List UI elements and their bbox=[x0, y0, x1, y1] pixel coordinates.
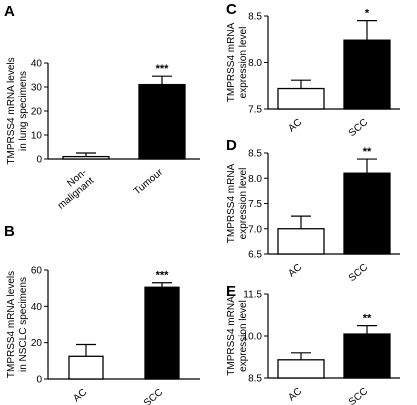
panel-label: E bbox=[226, 283, 236, 300]
x-category-label-line: Tumour bbox=[132, 167, 166, 198]
x-category-label-line: SCC bbox=[142, 387, 165, 405]
y-tick-label: 10 bbox=[31, 131, 43, 142]
chart-panel-d: D 6.5 7.0 7.5 8.0 8.5 TMPRSS4 mRNAexpression l… bbox=[226, 137, 400, 284]
y-axis-label-line: TMPRSS4 mRNA levels bbox=[6, 271, 17, 378]
y-tick-label: 8.5 bbox=[248, 12, 262, 23]
y-tick-label: 30 bbox=[31, 83, 43, 94]
significance-marker: *** bbox=[156, 270, 170, 282]
x-category-label: Tumour bbox=[132, 167, 166, 198]
y-axis-label: TMPRSS4 mRNAexpression level bbox=[226, 163, 249, 243]
y-axis-label-line: expression level bbox=[238, 300, 249, 372]
y-axis-label: TMPRSS4 mRNAexpression level bbox=[226, 296, 249, 376]
bar-tumour bbox=[138, 83, 186, 160]
significance-marker: ** bbox=[363, 313, 372, 325]
bar-scc bbox=[343, 172, 391, 255]
panel-label: C bbox=[226, 1, 237, 18]
significance-marker: *** bbox=[156, 63, 170, 75]
y-axis-label-line: TMPRSS4 mRNA levels bbox=[6, 57, 17, 164]
x-category-label: AC bbox=[71, 387, 89, 404]
y-tick-label: 40 bbox=[31, 59, 43, 70]
y-tick-label: 20 bbox=[31, 107, 43, 118]
bar-ac bbox=[68, 355, 104, 380]
x-category-label: SCC bbox=[142, 387, 165, 405]
x-category-label-line: AC bbox=[286, 386, 304, 403]
bar-scc bbox=[343, 333, 391, 379]
x-category-label-line: AC bbox=[71, 387, 89, 404]
y-tick-label: 8.5 bbox=[248, 149, 262, 160]
y-tick-label: 40 bbox=[31, 302, 43, 313]
x-category-label: SCC bbox=[347, 117, 370, 139]
y-tick-label: 7.5 bbox=[248, 105, 262, 116]
y-tick-label: 8.0 bbox=[248, 58, 262, 69]
y-axis-label-line: expression level bbox=[238, 168, 249, 240]
y-tick-label: 60 bbox=[31, 266, 43, 277]
y-tick-label: 7.0 bbox=[248, 224, 262, 235]
y-axis-label-line: in NSCLC specimens bbox=[18, 277, 29, 372]
y-axis-label: TMPRSS4 mRNA levelsin NSCLC specimens bbox=[6, 271, 29, 378]
x-category-label-line: SCC bbox=[347, 262, 370, 284]
panel-label: D bbox=[226, 137, 237, 154]
x-category-label: AC bbox=[286, 386, 304, 403]
x-category-label: AC bbox=[286, 262, 304, 279]
y-tick-label: 10.0 bbox=[243, 332, 263, 343]
x-category-label-line: SCC bbox=[347, 117, 370, 139]
x-category-label: SCC bbox=[347, 386, 370, 405]
y-tick-label: 7.5 bbox=[248, 199, 262, 210]
x-category-label: AC bbox=[286, 117, 304, 134]
x-category-label-line: AC bbox=[286, 262, 304, 279]
y-axis-label-line: in lung specimens bbox=[18, 71, 29, 151]
y-axis-label: TMPRSS4 mRNAexpression level bbox=[226, 22, 249, 102]
y-axis-label-line: expression level bbox=[238, 27, 249, 99]
y-axis-label-line: TMPRSS4 mRNA bbox=[226, 163, 237, 243]
y-axis-label: TMPRSS4 mRNA levelsin lung specimens bbox=[6, 57, 29, 164]
y-tick-label: 8.0 bbox=[248, 174, 262, 185]
bar-scc bbox=[343, 39, 391, 110]
significance-marker: * bbox=[365, 8, 370, 20]
bar-ac bbox=[277, 228, 325, 255]
y-tick-label: 11.5 bbox=[243, 290, 262, 301]
y-axis-label-line: TMPRSS4 mRNA bbox=[226, 296, 237, 376]
bar-non-malignant bbox=[62, 155, 110, 160]
x-category-label-line: SCC bbox=[347, 386, 370, 405]
bar-ac bbox=[277, 87, 325, 110]
y-tick-label: 20 bbox=[31, 338, 43, 349]
y-tick-label: 8.5 bbox=[248, 374, 262, 385]
y-tick-label: 0 bbox=[36, 155, 42, 166]
x-category-label: Non-malignant bbox=[49, 167, 97, 212]
y-tick-label: 6.5 bbox=[248, 250, 262, 261]
y-tick-label: 0 bbox=[36, 375, 42, 386]
significance-marker: ** bbox=[363, 146, 372, 158]
panel-label: B bbox=[4, 223, 15, 240]
x-category-label: SCC bbox=[347, 262, 370, 284]
bar-scc bbox=[144, 286, 180, 380]
panel-label: A bbox=[4, 3, 15, 20]
bar-ac bbox=[277, 359, 325, 379]
y-axis-label-line: TMPRSS4 mRNA bbox=[226, 22, 237, 102]
x-category-label-line: AC bbox=[286, 117, 304, 134]
